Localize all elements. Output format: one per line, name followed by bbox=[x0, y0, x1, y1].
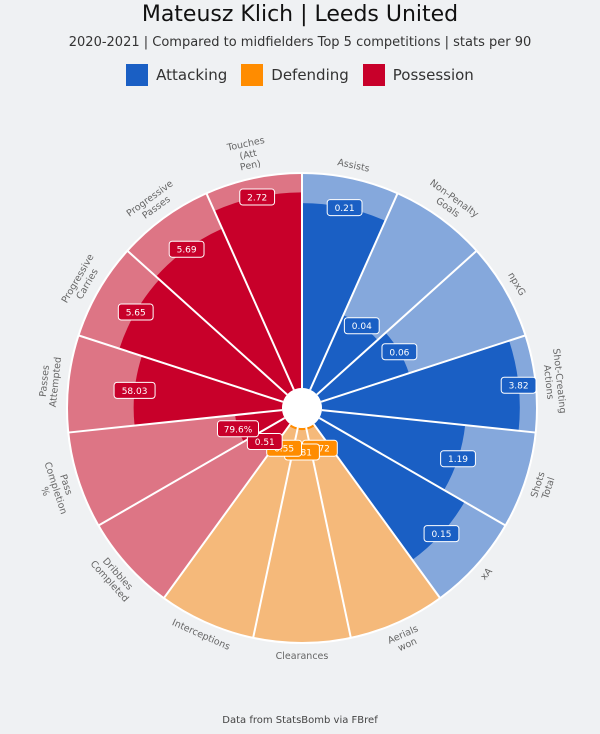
value-label-box-xa bbox=[423, 525, 460, 543]
wedge-separator bbox=[309, 192, 399, 391]
value-label-box-progressive-passes bbox=[168, 240, 205, 258]
value-wedge-passes-attempted bbox=[133, 355, 283, 426]
value-label-interceptions: 0.55 bbox=[274, 445, 294, 455]
param-label-line: Clearances bbox=[276, 651, 329, 662]
param-label-line: Passes bbox=[38, 365, 52, 398]
value-label-non-penalty-goals: 0.04 bbox=[352, 322, 372, 332]
value-wedge-xa bbox=[313, 418, 465, 560]
value-wedge-shots-total bbox=[319, 410, 466, 491]
param-label-xa: xA bbox=[479, 566, 496, 583]
param-label-line: Pen) bbox=[239, 158, 262, 173]
value-label-box-passes-attempted bbox=[113, 381, 156, 399]
value-label-progressive-carries: 5.65 bbox=[126, 309, 146, 319]
value-wedge-aerials-won bbox=[306, 424, 316, 430]
chart-title: Mateusz Klich | Leeds United bbox=[141, 2, 459, 27]
legend: Attacking Defending Possession bbox=[0, 64, 600, 86]
legend-swatch-attacking bbox=[126, 64, 149, 86]
param-label-pass-completion: PassCompletion% bbox=[31, 457, 79, 519]
value-wedge-progressive-carries bbox=[119, 279, 288, 402]
value-wedge-touches-att-pen bbox=[214, 192, 302, 390]
param-label-line: % bbox=[38, 486, 51, 498]
legend-label-defending: Defending bbox=[271, 66, 349, 84]
value-label-box-assists bbox=[326, 199, 363, 217]
value-label-shots-total: 1.19 bbox=[448, 455, 468, 465]
param-label-assists: Assists bbox=[336, 157, 370, 175]
footer-source: Data from StatsBomb via FBref bbox=[222, 715, 378, 726]
param-label-clearances: Clearances bbox=[276, 651, 329, 662]
value-label-assists: 0.21 bbox=[335, 204, 355, 214]
param-label-line: Actions bbox=[541, 364, 556, 400]
value-label-shot-creating-actions: 3.82 bbox=[509, 382, 529, 392]
value-wedge-shot-creating-actions bbox=[321, 340, 520, 431]
param-label-line: npxG bbox=[505, 271, 527, 298]
param-label-npxg: npxG bbox=[505, 271, 527, 298]
wedge-separator bbox=[126, 250, 288, 396]
value-label-box-pass-completion bbox=[216, 420, 259, 438]
param-label-line: Attempted bbox=[48, 356, 64, 407]
bg-wedge-pass-completion bbox=[68, 410, 285, 526]
legend-item-attacking: Attacking bbox=[126, 64, 227, 86]
value-label-box-shot-creating-actions bbox=[500, 376, 537, 394]
legend-swatch-defending bbox=[241, 64, 264, 86]
center-hole bbox=[282, 388, 322, 428]
legend-label-attacking: Attacking bbox=[156, 66, 228, 84]
value-label-box-non-penalty-goals bbox=[343, 317, 380, 335]
chart-subtitle: 2020-2021 | Compared to midfielders Top … bbox=[68, 35, 532, 50]
wedge-separator bbox=[321, 409, 536, 434]
wedge-separator bbox=[78, 334, 284, 403]
value-wedge-progressive-passes bbox=[156, 228, 294, 395]
param-label-shot-creating-actions: Shot-CreatingActions bbox=[539, 348, 568, 415]
value-label-box-npxg bbox=[381, 343, 418, 361]
value-label-passes-attempted: 58.03 bbox=[122, 387, 148, 397]
value-label-box-dribbles-completed bbox=[246, 433, 283, 451]
value-label-pass-completion: 79.6% bbox=[224, 425, 253, 435]
param-label-shots-total: ShotsTotal bbox=[529, 470, 558, 502]
param-label-touches-att-pen: Touches(AttPen) bbox=[225, 135, 270, 175]
legend-swatch-possession bbox=[362, 64, 385, 86]
value-wedge-clearances bbox=[297, 427, 307, 431]
wedge-separator bbox=[252, 427, 299, 639]
value-label-progressive-passes: 5.69 bbox=[177, 246, 197, 256]
legend-item-defending: Defending bbox=[241, 64, 349, 86]
outer-ring bbox=[66, 172, 538, 644]
bg-wedge-dribbles-completed bbox=[98, 418, 291, 599]
param-label-aerials-won: Aerialswon bbox=[386, 623, 424, 656]
param-label-line: xA bbox=[479, 566, 496, 583]
value-wedge-non-penalty-goals bbox=[310, 315, 378, 395]
bg-wedge-clearances bbox=[253, 427, 351, 644]
value-label-touches-att-pen: 2.72 bbox=[247, 194, 267, 204]
value-label-clearances: 0.81 bbox=[292, 449, 312, 459]
legend-item-possession: Possession bbox=[362, 64, 474, 86]
value-label-dribbles-completed: 0.51 bbox=[255, 438, 275, 448]
value-wedge-assists bbox=[302, 203, 386, 390]
value-label-box-progressive-carries bbox=[117, 303, 154, 321]
legend-label-possession: Possession bbox=[392, 66, 474, 84]
value-label-box-touches-att-pen bbox=[239, 188, 276, 206]
wedge-separator bbox=[320, 334, 526, 403]
wedge-separator bbox=[305, 427, 352, 639]
value-label-npxg: 0.06 bbox=[389, 348, 409, 358]
param-label-line: Assists bbox=[336, 157, 370, 175]
param-label-line: (Att bbox=[239, 148, 259, 162]
value-label-xa: 0.15 bbox=[431, 530, 451, 540]
wedge-separator bbox=[316, 250, 478, 396]
wedge-separator bbox=[68, 409, 283, 434]
value-wedge-interceptions bbox=[288, 424, 298, 430]
param-label-passes-attempted: PassesAttempted bbox=[37, 355, 64, 408]
wedge-separator bbox=[318, 417, 507, 527]
wedge-separator bbox=[205, 192, 295, 391]
value-label-box-shots-total bbox=[440, 450, 476, 468]
